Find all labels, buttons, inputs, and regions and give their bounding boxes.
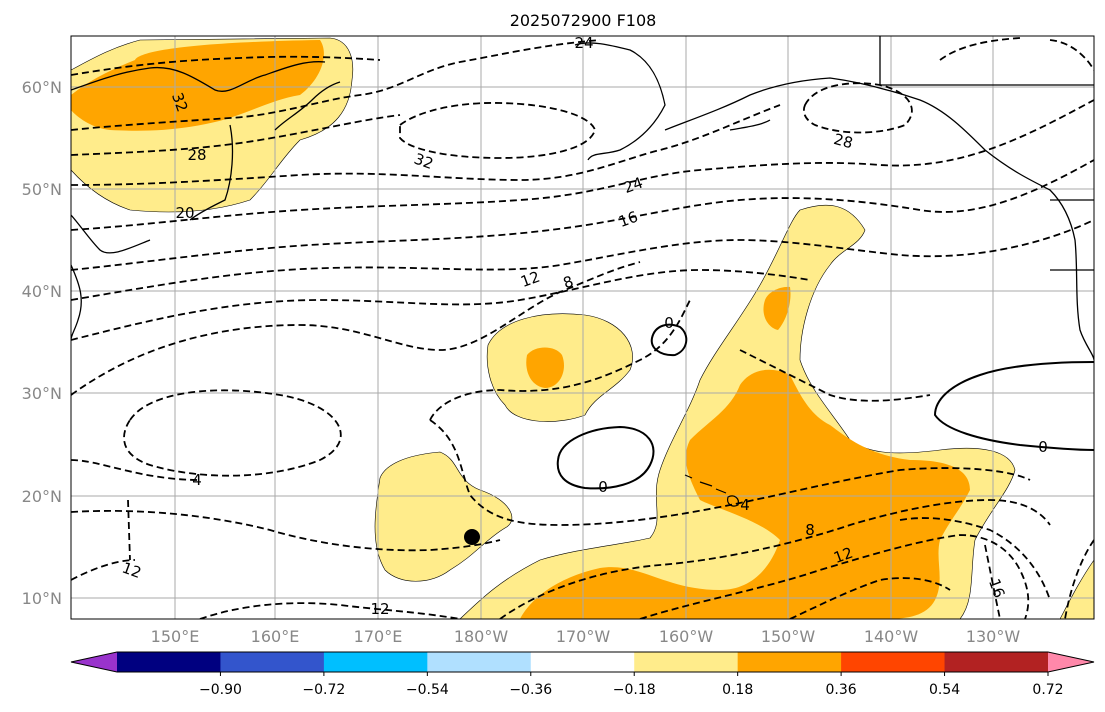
lon-label: 180°W bbox=[454, 627, 509, 646]
colorbar-extend-max bbox=[1048, 652, 1094, 672]
map-title: 2025072900 F108 bbox=[510, 11, 657, 30]
contour-label: 12 bbox=[120, 559, 144, 582]
contour-labels: 24 32 28 32 28 24 20 16 12 8 0 0 0 4 4 8… bbox=[120, 34, 1048, 618]
lat-label: 50°N bbox=[22, 180, 62, 199]
colorbar-swatch bbox=[841, 652, 946, 672]
contour-label: 12 bbox=[831, 544, 855, 567]
latitude-labels: 60°N 50°N 40°N 30°N 20°N 10°N bbox=[22, 78, 62, 608]
contour-label: 20 bbox=[175, 204, 194, 222]
lat-label: 10°N bbox=[22, 589, 62, 608]
shading-dark bbox=[71, 40, 970, 619]
lon-label: 170°W bbox=[556, 627, 611, 646]
colorbar-tick-label: 0.18 bbox=[722, 682, 753, 698]
contour-label: 0 bbox=[598, 478, 608, 496]
colorbar-tick-label: −0.90 bbox=[199, 682, 242, 698]
colorbar-swatch bbox=[737, 652, 842, 672]
contour-label: 4 bbox=[740, 496, 750, 514]
dashed-contours bbox=[71, 37, 1094, 619]
longitude-labels: 150°E 160°E 170°E 180°W 170°W 160°W 150°… bbox=[151, 627, 1021, 646]
map-frame bbox=[70, 35, 1095, 620]
zero-contours bbox=[556, 323, 1094, 490]
contour-label: 12 bbox=[518, 268, 542, 291]
contour-label: 4 bbox=[192, 471, 202, 489]
contour-label: 32 bbox=[412, 150, 436, 173]
lon-label: 160°W bbox=[659, 627, 714, 646]
colorbar-tick-label: 0.36 bbox=[826, 682, 857, 698]
colorbar-swatch bbox=[634, 652, 739, 672]
colorbar-extend-min bbox=[71, 652, 117, 672]
lat-label: 40°N bbox=[22, 282, 62, 301]
colorbar-tick-label: −0.54 bbox=[406, 682, 449, 698]
contour-label: 28 bbox=[187, 146, 206, 164]
colorbar-outline bbox=[70, 651, 1095, 673]
contour-label: 24 bbox=[574, 34, 593, 52]
colorbar-tick-label: −0.36 bbox=[509, 682, 552, 698]
lat-label: 20°N bbox=[22, 487, 62, 506]
contour-label: 8 bbox=[805, 521, 815, 539]
graticule bbox=[71, 36, 1094, 619]
contour-label: 16 bbox=[616, 208, 640, 231]
contour-label: 32 bbox=[168, 90, 191, 114]
lat-label: 30°N bbox=[22, 384, 62, 403]
lon-label: 130°W bbox=[966, 627, 1021, 646]
contour-label: 0 bbox=[1038, 438, 1048, 456]
lon-label: 160°E bbox=[251, 627, 300, 646]
colorbar-swatch bbox=[323, 652, 428, 672]
contour-label: 28 bbox=[832, 130, 855, 152]
hawaii-islands bbox=[684, 474, 739, 507]
contour-label: 16 bbox=[985, 576, 1008, 600]
colorbar-tick-label: −0.18 bbox=[613, 682, 656, 698]
colorbar-swatch bbox=[530, 652, 635, 672]
lon-label: 140°W bbox=[864, 627, 919, 646]
lon-label: 170°E bbox=[354, 627, 403, 646]
colorbar-swatch bbox=[427, 652, 532, 672]
lon-label: 150°W bbox=[761, 627, 816, 646]
colorbar-swatch bbox=[220, 652, 325, 672]
colorbar-tick-label: −0.72 bbox=[302, 682, 345, 698]
contour-label: 0 bbox=[664, 314, 674, 332]
coastlines bbox=[71, 36, 1094, 361]
contour-label: 24 bbox=[621, 174, 645, 197]
colorbar-tick-label: 0.54 bbox=[929, 682, 960, 698]
colorbar-swatch bbox=[117, 652, 221, 672]
contour-label: 12 bbox=[370, 600, 389, 618]
colorbar: −0.90 −0.72 −0.54 −0.36 −0.18 0.18 0.36 0.54 0.7… bbox=[70, 651, 1095, 698]
colorbar-swatch bbox=[944, 652, 1049, 672]
lon-label: 150°E bbox=[151, 627, 200, 646]
colorbar-tick-label: 0.72 bbox=[1032, 682, 1063, 698]
map-area: 24 32 28 32 28 24 20 16 12 8 0 0 0 4 4 8… bbox=[71, 34, 1094, 619]
location-marker bbox=[464, 529, 480, 545]
lat-label: 60°N bbox=[22, 78, 62, 97]
